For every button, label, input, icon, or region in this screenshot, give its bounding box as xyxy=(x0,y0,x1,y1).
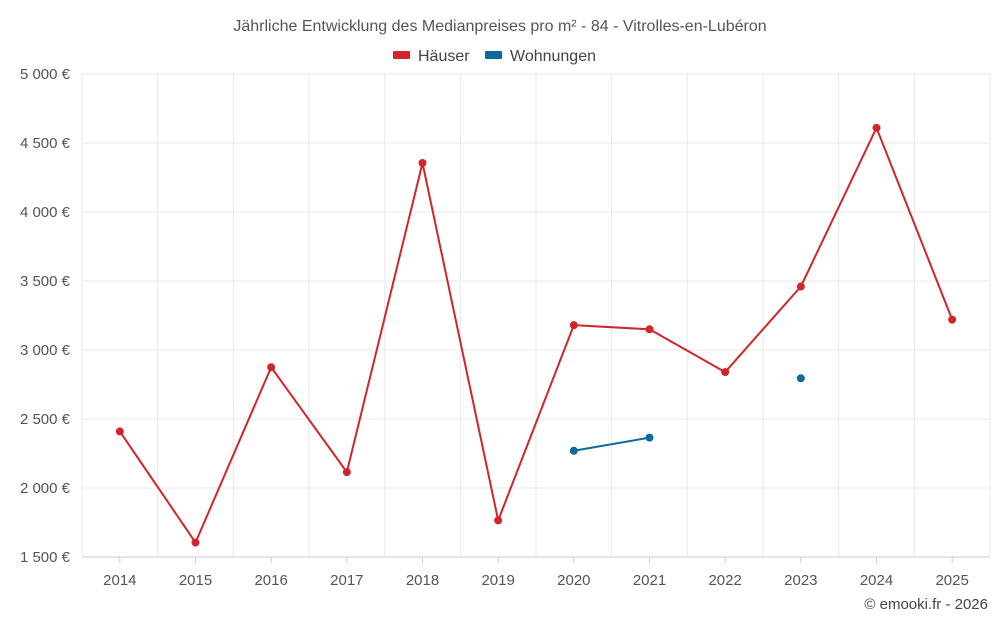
x-tick-label: 2023 xyxy=(784,572,817,589)
legend-item-haeuser[interactable]: Häuser xyxy=(393,48,470,65)
data-point[interactable] xyxy=(418,159,427,168)
data-point[interactable] xyxy=(115,427,124,436)
data-point[interactable] xyxy=(569,446,578,455)
x-tick-label: 2024 xyxy=(860,572,893,589)
credit: © emooki.fr - 2026 xyxy=(864,596,988,613)
series-1 xyxy=(569,374,805,455)
data-point[interactable] xyxy=(796,282,805,291)
data-point[interactable] xyxy=(342,468,351,477)
x-tick-label: 2016 xyxy=(254,572,287,589)
data-point[interactable] xyxy=(645,325,654,334)
x-axis: 2014 2015 2016 2017 2018 2019 2020 2021 2022 2023… xyxy=(82,556,990,589)
legend-swatch-wohnungen xyxy=(485,51,502,59)
y-tick-label: 3 500 € xyxy=(20,273,71,290)
chart-title: Jährliche Entwicklung des Medianpreises … xyxy=(233,18,766,35)
x-tick-label: 2019 xyxy=(481,572,514,589)
data-point[interactable] xyxy=(645,433,654,442)
x-tick-label: 2014 xyxy=(103,572,136,589)
y-tick-label: 1 500 € xyxy=(20,549,71,566)
y-tick-label: 4 000 € xyxy=(20,204,71,221)
x-tick-label: 2025 xyxy=(935,572,968,589)
legend-label-haeuser: Häuser xyxy=(418,48,470,65)
series-line xyxy=(573,436,650,452)
legend-swatch-haeuser xyxy=(393,51,410,59)
data-point[interactable] xyxy=(796,374,805,383)
y-tick-label: 2 500 € xyxy=(20,411,71,428)
x-tick-label: 2022 xyxy=(708,572,741,589)
y-axis: 1 500 € 2 000 € 2 500 € 3 000 € 3 500 € 4 000… xyxy=(20,66,71,566)
x-tick-label: 2015 xyxy=(179,572,212,589)
data-point[interactable] xyxy=(721,368,730,377)
legend: Häuser Wohnungen xyxy=(393,48,596,65)
x-tick-label: 2017 xyxy=(330,572,363,589)
data-point[interactable] xyxy=(569,321,578,330)
y-tick-label: 2 000 € xyxy=(20,480,71,497)
data-point[interactable] xyxy=(872,123,881,132)
legend-label-wohnungen: Wohnungen xyxy=(510,48,596,65)
legend-item-wohnungen[interactable]: Wohnungen xyxy=(485,48,596,65)
y-tick-label: 5 000 € xyxy=(20,66,71,83)
x-tick-label: 2021 xyxy=(633,572,666,589)
series-0 xyxy=(115,123,957,547)
data-point[interactable] xyxy=(948,315,957,324)
data-point[interactable] xyxy=(191,538,200,547)
y-tick-label: 4 500 € xyxy=(20,135,71,152)
series-line xyxy=(119,126,954,544)
series xyxy=(115,123,957,547)
y-tick-label: 3 000 € xyxy=(20,342,71,359)
data-point[interactable] xyxy=(494,516,503,525)
x-tick-label: 2018 xyxy=(406,572,439,589)
grid xyxy=(81,73,991,557)
x-tick-label: 2020 xyxy=(557,572,590,589)
data-point[interactable] xyxy=(267,363,276,372)
